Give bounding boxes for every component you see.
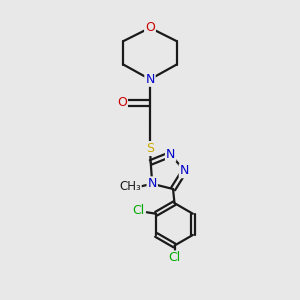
Text: N: N bbox=[166, 148, 175, 161]
Text: N: N bbox=[180, 164, 189, 177]
Text: CH₃: CH₃ bbox=[119, 180, 141, 193]
Text: N: N bbox=[148, 177, 157, 190]
Text: N: N bbox=[145, 73, 155, 86]
Text: S: S bbox=[146, 142, 154, 155]
Text: O: O bbox=[145, 21, 155, 34]
Text: Cl: Cl bbox=[168, 251, 181, 264]
Text: Cl: Cl bbox=[132, 204, 145, 217]
Text: O: O bbox=[117, 96, 127, 110]
